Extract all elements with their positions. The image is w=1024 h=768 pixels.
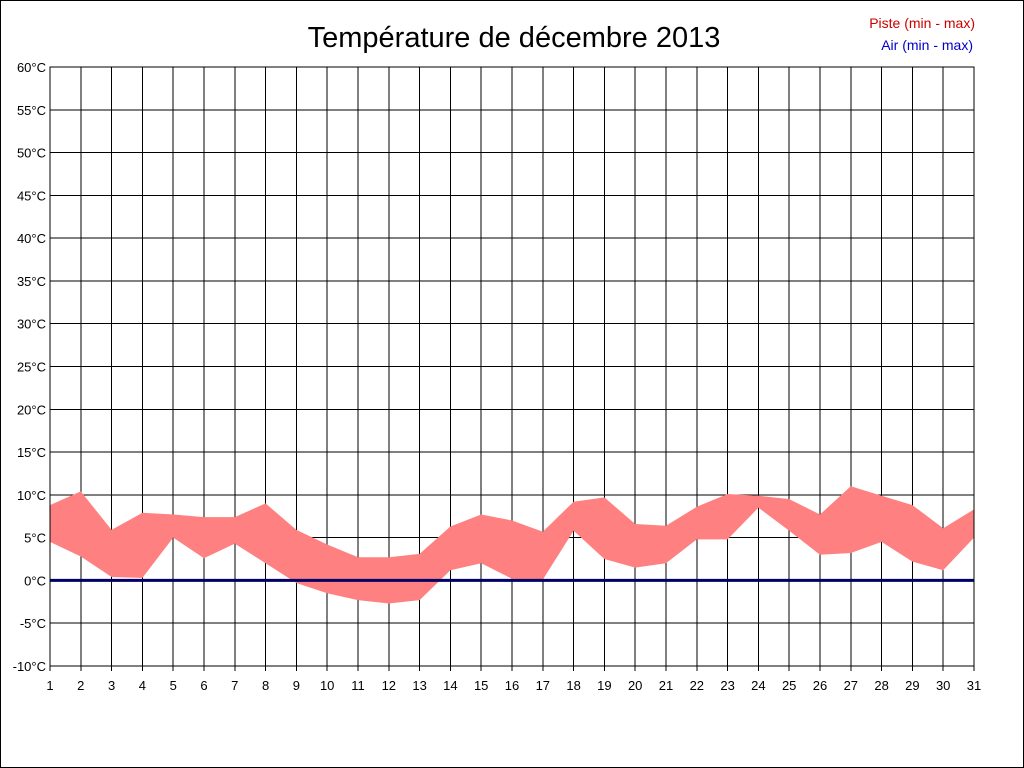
x-tick-label: 11 [351, 678, 365, 693]
y-tick-label: 45°C [17, 188, 46, 203]
x-tick-label: 28 [874, 678, 888, 693]
y-tick-label: -5°C [20, 616, 46, 631]
x-tick-label: 23 [720, 678, 734, 693]
plot-border [49, 66, 975, 667]
chart-title: Température de décembre 2013 [308, 22, 721, 54]
x-tick-label: 8 [262, 678, 269, 693]
x-tick-label: 20 [628, 678, 642, 693]
y-tick-label: 10°C [17, 488, 46, 503]
x-tick-label: 24 [751, 678, 765, 693]
x-tick-label: 19 [597, 678, 611, 693]
x-tick-label: 18 [566, 678, 580, 693]
axes: -10°C -5°C 0°C 5°C 10°C 15°C 20°C 25°C 30°C 35°C 4… [13, 60, 982, 693]
x-tick-label: 14 [443, 678, 457, 693]
x-tick-label: 15 [474, 678, 488, 693]
band-piste [50, 486, 974, 604]
y-tick-label: 5°C [24, 531, 46, 546]
x-tick-label: 2 [77, 678, 84, 693]
x-tick-label: 22 [690, 678, 704, 693]
x-tick-label: 16 [505, 678, 519, 693]
x-tick-label: 7 [231, 678, 238, 693]
legend-air: Air (min - max) [881, 37, 973, 53]
y-tick-label: 40°C [17, 231, 46, 246]
x-tick-label: 4 [139, 678, 146, 693]
x-tick-label: 17 [536, 678, 550, 693]
x-tick-label: 3 [108, 678, 115, 693]
x-tick-label: 13 [412, 678, 426, 693]
x-tick-label: 12 [382, 678, 396, 693]
x-tick-label: 10 [320, 678, 334, 693]
x-tick-label: 30 [936, 678, 950, 693]
legend-piste: Piste (min - max) [869, 15, 975, 31]
x-tick-label: 6 [200, 678, 207, 693]
x-tick-label: 25 [782, 678, 796, 693]
y-tick-label: 25°C [17, 360, 46, 375]
x-tick-label: 29 [905, 678, 919, 693]
x-tick-label: 9 [293, 678, 300, 693]
x-tick-label: 1 [46, 678, 53, 693]
x-tick-label: 26 [813, 678, 827, 693]
y-tick-label: 35°C [17, 274, 46, 289]
y-tick-label: 30°C [17, 317, 46, 332]
y-tick-label: 20°C [17, 402, 46, 417]
x-tick-label: 21 [659, 678, 673, 693]
y-tick-label: -10°C [13, 659, 46, 674]
series-layer [50, 486, 974, 604]
y-tick-label: 60°C [17, 60, 46, 75]
y-tick-label: 0°C [24, 573, 46, 588]
y-tick-label: 15°C [17, 445, 46, 460]
y-tick-label: 50°C [17, 146, 46, 161]
x-tick-label: 31 [967, 678, 981, 693]
x-tick-label: 5 [170, 678, 177, 693]
x-tick-label: 27 [844, 678, 858, 693]
y-tick-label: 55°C [17, 103, 46, 118]
